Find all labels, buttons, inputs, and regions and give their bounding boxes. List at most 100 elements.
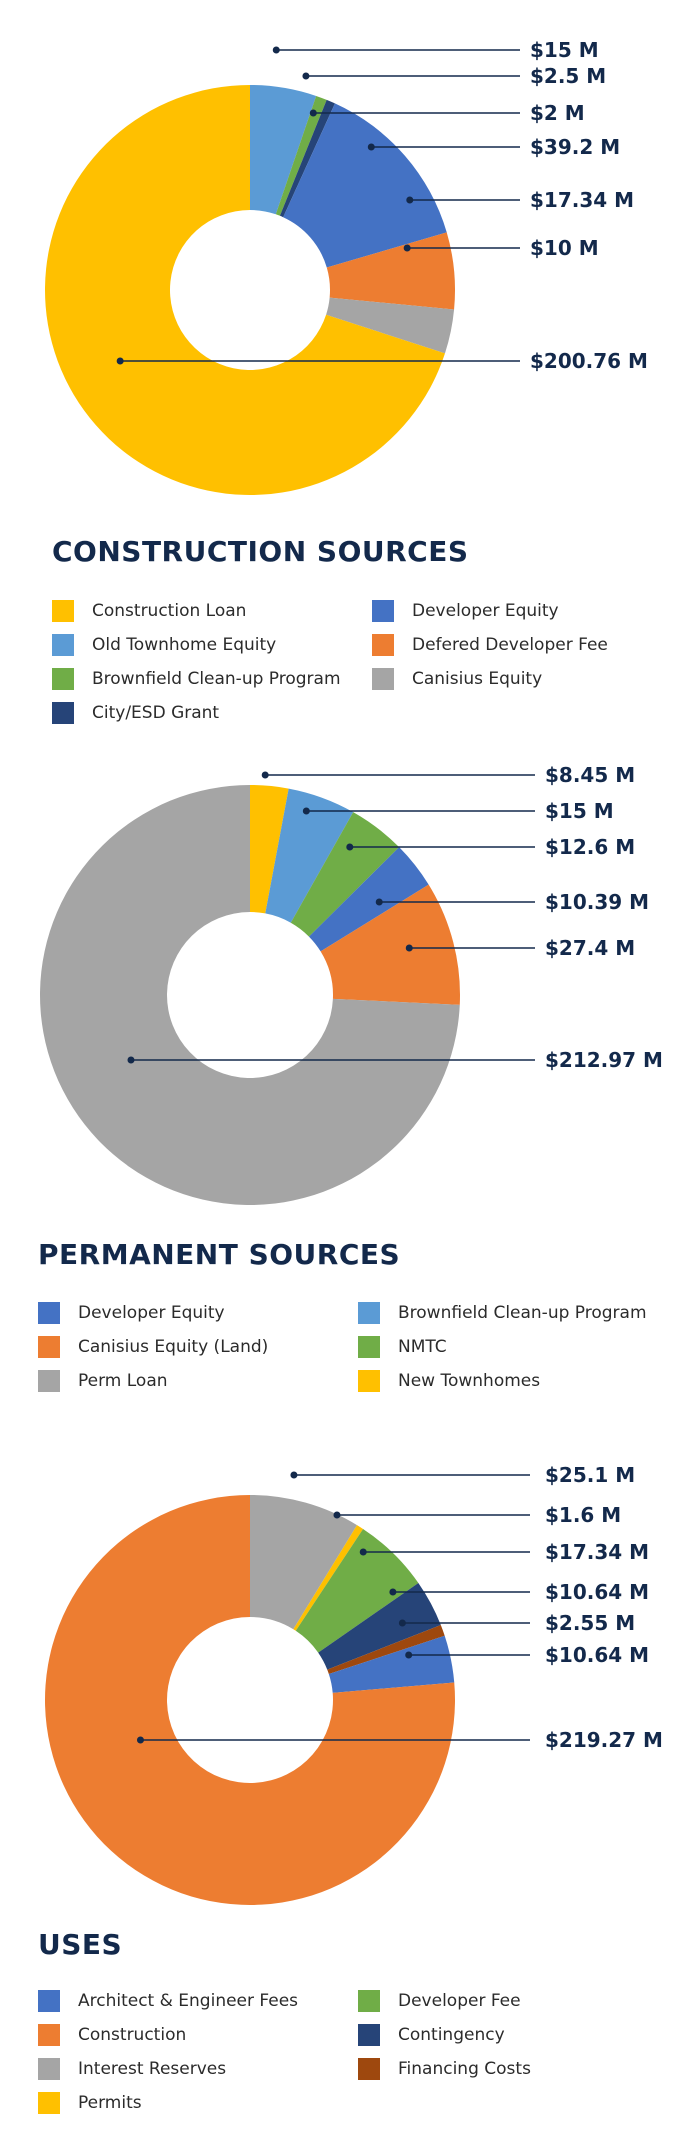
uses-title: USES <box>38 1928 123 1961</box>
slice-contingency <box>318 1583 441 1670</box>
permanent-sources-title: PERMANENT SOURCES <box>38 1238 401 1271</box>
legend-swatch <box>52 702 74 724</box>
slice-architect-engineer-fees <box>328 1635 455 1693</box>
legend-item-new-townhomes: New Townhomes <box>358 1370 540 1392</box>
legend-swatch <box>358 1990 380 2012</box>
slice-developer-equity <box>283 103 447 268</box>
legend-swatch <box>358 1336 380 1358</box>
data-label-construction-loan: $200.76 M <box>530 349 648 373</box>
data-label-canisius-equity: $10 M <box>530 236 599 260</box>
construction-sources-legend: Construction Loan Developer Equity Old Tow… <box>52 600 682 760</box>
legend-swatch <box>358 1370 380 1392</box>
permanent-sources-donut-chart: $8.45 M $15 M $12.6 M $10.39 M $27.4 M $212.9… <box>40 763 663 1205</box>
legend-item-contingency: Contingency <box>358 2024 505 2046</box>
legend-label: Construction <box>78 2025 187 2045</box>
legend-label: Perm Loan <box>78 1371 168 1391</box>
legend-swatch <box>52 634 74 656</box>
data-label-city-esd-grant: $2 M <box>530 101 585 125</box>
legend-label: Canisius Equity (Land) <box>78 1337 269 1357</box>
slice-developer-fee <box>295 1529 419 1653</box>
legend-label: Construction Loan <box>92 601 247 621</box>
legend-label: Brownfield Clean-up Program <box>398 1303 647 1323</box>
legend-swatch <box>52 668 74 690</box>
legend-swatch <box>38 2024 60 2046</box>
legend-label: Interest Reserves <box>78 2059 227 2079</box>
legend-swatch <box>358 1302 380 1324</box>
legend-item-brownfield-clean-up-program: Brownfield Clean-up Program <box>358 1302 647 1324</box>
callout-dot-construction <box>136 1736 144 1744</box>
data-label-perm-loan: $212.97 M <box>545 1048 663 1072</box>
uses-donut-chart: $25.1 M $1.6 M $17.34 M $10.64 M $2.55 M $10.… <box>45 1463 663 1905</box>
callout-dot-architect-engineer-fees <box>405 1651 413 1659</box>
slice-canisius-equity-land <box>320 884 460 1005</box>
legend-label: Developer Equity <box>78 1303 225 1323</box>
slice-old-townhome-equity <box>250 85 317 215</box>
legend-label: NMTC <box>398 1337 447 1357</box>
slice-city-esd-grant <box>279 99 335 218</box>
data-label-developer-equity: $10.39 M <box>545 890 649 914</box>
slice-defered-developer-fee <box>326 232 455 310</box>
data-label-brownfield-clean-up-program: $2.5 M <box>530 64 606 88</box>
legend-item-nmtc: NMTC <box>358 1336 447 1358</box>
callout-dot-developer-fee <box>359 1548 367 1556</box>
callout-dot-new-townhomes <box>261 771 269 779</box>
data-label-brownfield-clean-up-program: $15 M <box>545 799 614 823</box>
legend-swatch <box>372 600 394 622</box>
legend-item-architect-engineer-fees: Architect & Engineer Fees <box>38 1990 298 2012</box>
legend-item-permits: Permits <box>38 2092 142 2114</box>
callout-dot-developer-equity <box>375 898 383 906</box>
callout-dot-perm-loan <box>127 1056 135 1064</box>
data-label-permits: $1.6 M <box>545 1503 621 1527</box>
data-label-financing-costs: $2.55 M <box>545 1611 635 1635</box>
legend-label: Permits <box>78 2093 142 2113</box>
callout-dot-interest-reserves <box>290 1471 298 1479</box>
legend-swatch <box>38 1990 60 2012</box>
legend-item-financing-costs: Financing Costs <box>358 2058 531 2080</box>
legend-swatch <box>372 634 394 656</box>
callout-dot-construction-loan <box>116 357 124 365</box>
legend-swatch <box>38 2092 60 2114</box>
legend-swatch <box>38 1370 60 1392</box>
legend-item-canisius-equity: Canisius Equity <box>372 668 542 690</box>
legend-label: City/ESD Grant <box>92 703 220 723</box>
callout-dot-old-townhome-equity <box>272 46 280 54</box>
legend-label: Architect & Engineer Fees <box>78 1991 299 2011</box>
callout-dot-contingency <box>389 1588 397 1596</box>
callout-dot-city-esd-grant <box>309 109 317 117</box>
construction-sources-donut-chart: $15 M$2.5 M $2 M $39.2 M $17.34 M $10 M $200.… <box>44 38 648 495</box>
legend-swatch <box>38 2058 60 2080</box>
legend-label: Contingency <box>398 2025 505 2045</box>
slice-brownfield-clean-up-program <box>275 95 327 216</box>
legend-item-city-esd-grant: City/ESD Grant <box>52 702 219 724</box>
slice-construction <box>45 1495 455 1905</box>
callout-dot-permits <box>333 1511 341 1519</box>
legend-item-perm-loan: Perm Loan <box>38 1370 168 1392</box>
callout-dot-defered-developer-fee <box>406 196 414 204</box>
legend-item-developer-equity: Developer Equity <box>372 600 559 622</box>
legend-label: Developer Equity <box>412 601 559 621</box>
construction-sources-title: CONSTRUCTION SOURCES <box>52 535 469 568</box>
legend-item-old-townhome-equity: Old Townhome Equity <box>52 634 276 656</box>
callout-dot-brownfield-clean-up-program <box>302 807 310 815</box>
slice-developer-equity <box>308 847 429 952</box>
legend-label: New Townhomes <box>398 1371 541 1391</box>
data-label-construction: $219.27 M <box>545 1728 663 1752</box>
slice-interest-reserves <box>250 1495 358 1630</box>
slice-permits <box>293 1525 364 1631</box>
legend-item-construction: Construction <box>38 2024 186 2046</box>
slice-canisius-equity <box>326 297 455 354</box>
legend-swatch <box>52 600 74 622</box>
data-label-old-townhome-equity: $15 M <box>530 38 599 62</box>
legend-label: Canisius Equity <box>412 669 543 689</box>
permanent-sources-legend: Developer Equity Brownfield Clean-up Prog… <box>38 1302 678 1462</box>
data-label-architect-engineer-fees: $10.64 M <box>545 1643 649 1667</box>
data-label-contingency: $10.64 M <box>545 1580 649 1604</box>
data-label-nmtc: $12.6 M <box>545 835 635 859</box>
legend-item-defered-developer-fee: Defered Developer Fee <box>372 634 608 656</box>
data-label-interest-reserves: $25.1 M <box>545 1463 635 1487</box>
data-label-canisius-equity-land: $27.4 M <box>545 936 635 960</box>
uses-legend: Architect & Engineer Fees Developer Fee Co… <box>38 1990 678 2150</box>
callout-dot-canisius-equity-land <box>405 944 413 952</box>
callout-dot-canisius-equity <box>403 244 411 252</box>
legend-label: Defered Developer Fee <box>412 635 608 655</box>
